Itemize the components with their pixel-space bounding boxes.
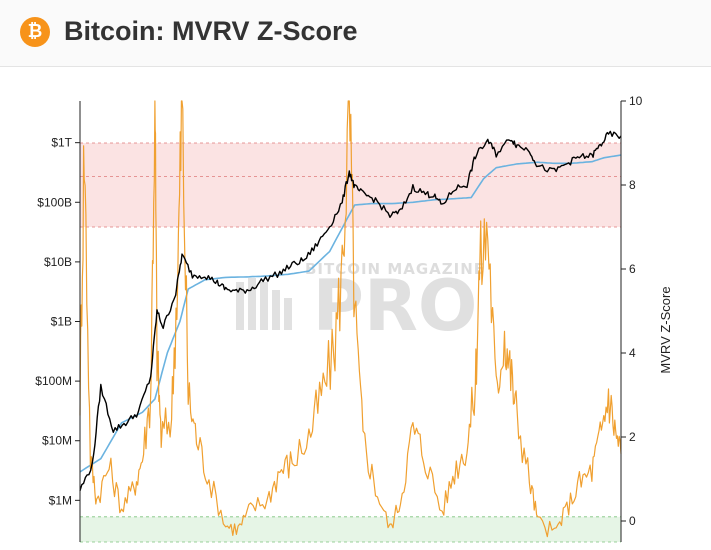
left-tick-label: $10M xyxy=(42,434,72,448)
band-1 xyxy=(80,516,621,542)
right-tick-label: 8 xyxy=(629,178,636,192)
bitcoin-logo-icon: ₿ xyxy=(20,17,50,47)
right-tick-label: 2 xyxy=(629,430,636,444)
right-tick-label: 0 xyxy=(629,514,636,528)
right-axis-label: MVRV Z-Score xyxy=(658,286,673,373)
left-tick-label: $100M xyxy=(35,374,72,388)
band-0 xyxy=(80,143,621,227)
market-cap-line xyxy=(79,130,622,491)
z-score-line xyxy=(79,100,622,538)
left-tick-label: $1B xyxy=(51,315,72,329)
left-tick-label: $100B xyxy=(37,195,72,209)
watermark-logo-icon xyxy=(236,278,292,330)
right-tick-label: 6 xyxy=(629,262,636,276)
chart-header: ₿ Bitcoin: MVRV Z-Score xyxy=(0,0,711,67)
watermark-line1: BITCOIN MAGAZINE xyxy=(305,260,485,278)
left-tick-label: $1T xyxy=(51,136,72,150)
right-tick-label: 10 xyxy=(629,94,643,108)
right-tick-label: 4 xyxy=(629,346,636,360)
axes: $1M $10M $100M $1B $10B $100B $1T 0 2 4 6 8 10 xyxy=(35,94,643,542)
series-lines xyxy=(79,100,622,538)
left-tick-label: $10B xyxy=(44,255,72,269)
left-tick-label: $1M xyxy=(49,493,72,507)
watermark: BITCOIN MAGAZINE PRO xyxy=(236,260,485,347)
chart-title: Bitcoin: MVRV Z-Score xyxy=(64,16,358,46)
